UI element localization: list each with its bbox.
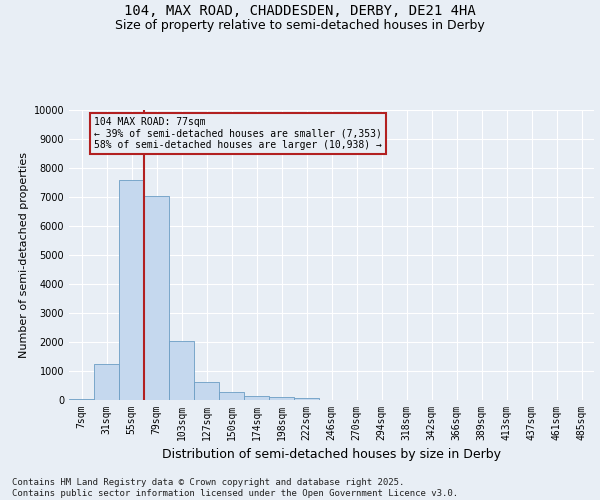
Bar [294,398,319,400]
Y-axis label: Number of semi-detached properties: Number of semi-detached properties [19,152,29,358]
Bar [244,396,269,400]
Text: Contains HM Land Registry data © Crown copyright and database right 2025.
Contai: Contains HM Land Registry data © Crown c… [12,478,458,498]
Bar [119,180,144,400]
Bar [269,398,294,400]
Bar [94,364,119,400]
Bar [69,398,94,400]
Text: 104 MAX ROAD: 77sqm
← 39% of semi-detached houses are smaller (7,353)
58% of sem: 104 MAX ROAD: 77sqm ← 39% of semi-detach… [94,117,382,150]
Text: Size of property relative to semi-detached houses in Derby: Size of property relative to semi-detach… [115,19,485,32]
Bar [194,382,219,400]
Text: 104, MAX ROAD, CHADDESDEN, DERBY, DE21 4HA: 104, MAX ROAD, CHADDESDEN, DERBY, DE21 4… [124,4,476,18]
Bar [219,392,244,400]
X-axis label: Distribution of semi-detached houses by size in Derby: Distribution of semi-detached houses by … [162,448,501,462]
Bar [144,196,169,400]
Bar [169,342,194,400]
